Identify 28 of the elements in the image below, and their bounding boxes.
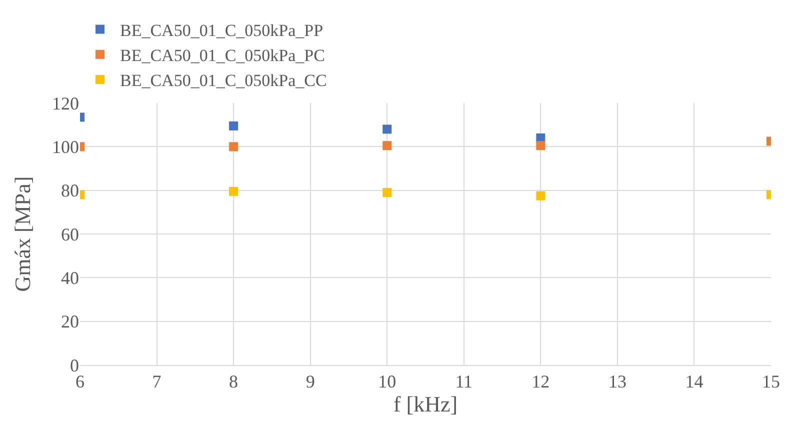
point [229, 121, 238, 130]
legend-label: BE_CA50_01_C_050kPa_PC [120, 46, 325, 66]
x-tick-label: 13 [608, 372, 626, 392]
point [382, 188, 392, 198]
point [382, 141, 392, 150]
x-tick-label: 8 [229, 372, 238, 392]
x-tick-label: 7 [152, 372, 162, 392]
x-tick-label: 10 [378, 372, 396, 392]
x-tick-label: 12 [532, 372, 550, 392]
point [536, 191, 546, 200]
point [382, 124, 392, 134]
y-axis-title: Gmáx [MPa] [10, 176, 35, 292]
x-axis-title: f [kHz] [393, 392, 458, 417]
x-tick-label: 11 [455, 372, 473, 392]
x-tick-label: 9 [306, 372, 315, 392]
x-tick-label: 14 [685, 372, 704, 392]
y-tick-label: 40 [61, 268, 79, 288]
y-tick-label: 120 [52, 93, 79, 114]
legend-label: BE_CA50_01_C_050kPa_CC [120, 71, 327, 90]
x-tick-label: 15 [762, 372, 780, 392]
y-tick-label: 80 [61, 180, 79, 201]
y-tick-label: 20 [61, 312, 79, 332]
y-tick-label: 60 [61, 224, 79, 244]
legend-label: BE_CA50_01_C_050kPa_PP [120, 20, 324, 40]
point [229, 142, 238, 152]
point [536, 141, 546, 150]
y-tick-label: 100 [52, 136, 79, 157]
point [229, 186, 238, 196]
